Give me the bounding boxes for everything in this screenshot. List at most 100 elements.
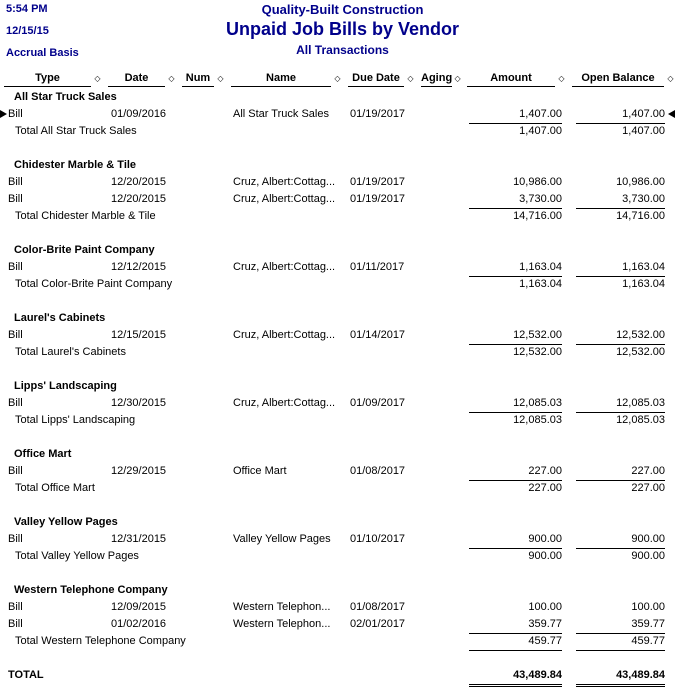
column-label-aging: Aging bbox=[421, 71, 453, 87]
cell-num bbox=[178, 327, 227, 345]
report-basis: Accrual Basis bbox=[6, 47, 79, 59]
row-trailing-space bbox=[677, 259, 685, 277]
vendor-name: Office Mart bbox=[14, 448, 72, 460]
row-trailing-space bbox=[677, 276, 685, 293]
cell-num bbox=[178, 174, 227, 191]
column-label-due-date: Due Date bbox=[348, 71, 404, 87]
total-amount: 1,163.04 bbox=[519, 278, 562, 290]
report-subtitle: All Transactions bbox=[296, 43, 389, 57]
bill-row[interactable]: Bill 01/02/2016 Western Telephon... 02/0… bbox=[0, 616, 685, 634]
total-label: Total Color-Brite Paint Company bbox=[15, 278, 173, 290]
total-open-balance: 14,716.00 bbox=[616, 210, 665, 222]
bill-row[interactable]: Bill 12/20/2015 Cruz, Albert:Cottag... 0… bbox=[0, 174, 685, 191]
cell-open-balance: 1,163.04 bbox=[576, 259, 665, 277]
column-resize-diamond-icon[interactable]: ◇ bbox=[454, 74, 461, 83]
report-title: Unpaid Job Bills by Vendor bbox=[225, 19, 460, 39]
grand-total-row: TOTAL 43,489.84 43,489.84 bbox=[0, 667, 685, 687]
bill-row[interactable]: Bill 12/20/2015 Cruz, Albert:Cottag... 0… bbox=[0, 191, 685, 209]
cell-name: Cruz, Albert:Cottag... bbox=[233, 176, 336, 188]
row-trailing-space bbox=[677, 599, 685, 616]
cell-type: Bill bbox=[8, 176, 23, 188]
cell-amount: 100.00 bbox=[528, 601, 562, 613]
cell-amount: 1,163.04 bbox=[469, 259, 562, 277]
cell-type: Bill bbox=[8, 329, 23, 341]
cell-type: Bill bbox=[8, 397, 23, 409]
bill-row[interactable]: Bill 12/30/2015 Cruz, Albert:Cottag... 0… bbox=[0, 395, 685, 413]
row-trailing-space bbox=[677, 106, 685, 124]
vendor-total-row: Total Valley Yellow Pages 900.00 900.00 bbox=[0, 548, 685, 565]
vendor-total-row: Total Laurel's Cabinets 12,532.00 12,532… bbox=[0, 344, 685, 361]
cell-due-date: 01/10/2017 bbox=[350, 533, 406, 545]
vendor-name: Color-Brite Paint Company bbox=[14, 244, 155, 256]
bill-row[interactable]: Bill 12/09/2015 Western Telephon... 01/0… bbox=[0, 599, 685, 616]
column-resize-diamond-icon[interactable]: ◇ bbox=[217, 74, 224, 83]
cell-amount: 3,730.00 bbox=[469, 191, 562, 209]
column-label-name: Name bbox=[231, 71, 331, 87]
cell-due-date: 01/11/2017 bbox=[350, 261, 405, 273]
vendor-total-row: Total Chidester Marble & Tile 14,716.00 … bbox=[0, 208, 685, 225]
column-resize-diamond-icon[interactable]: ◇ bbox=[94, 74, 101, 83]
cell-open-balance: 3,730.00 bbox=[576, 191, 665, 209]
row-trailing-space bbox=[677, 191, 685, 209]
vendor-total-row: Total Western Telephone Company 459.77 4… bbox=[0, 633, 685, 651]
cell-type: Bill bbox=[8, 465, 23, 477]
cell-num bbox=[178, 463, 227, 481]
cell-aging bbox=[417, 616, 463, 634]
cell-due-date: 01/09/2017 bbox=[350, 397, 406, 409]
total-label: Total Western Telephone Company bbox=[15, 635, 186, 647]
column-resize-diamond-icon[interactable]: ◇ bbox=[667, 74, 674, 83]
cell-due-date: 01/08/2017 bbox=[350, 465, 406, 477]
cell-aging bbox=[417, 106, 463, 124]
cell-type: Bill bbox=[8, 618, 23, 630]
bill-row[interactable]: Bill 01/09/2016 All Star Truck Sales 01/… bbox=[0, 106, 685, 124]
bill-row[interactable]: Bill 12/15/2015 Cruz, Albert:Cottag... 0… bbox=[0, 327, 685, 345]
cell-date: 12/09/2015 bbox=[111, 601, 167, 613]
total-amount: 227.00 bbox=[528, 482, 562, 494]
total-amount: 1,407.00 bbox=[519, 125, 562, 137]
grand-total-open-balance: 43,489.84 bbox=[576, 667, 665, 687]
row-trailing-space bbox=[677, 667, 685, 685]
cell-num bbox=[178, 599, 227, 616]
cell-date: 01/09/2016 bbox=[111, 108, 167, 120]
report-header: 5:54 PM 12/15/15 Accrual Basis Quality-B… bbox=[0, 0, 685, 66]
cell-name: Cruz, Albert:Cottag... bbox=[233, 329, 336, 341]
total-amount: 459.77 bbox=[469, 633, 562, 651]
header-trailing-space bbox=[677, 69, 685, 87]
bill-row[interactable]: Bill 12/31/2015 Valley Yellow Pages 01/1… bbox=[0, 531, 685, 549]
vendor-total-row: Total Office Mart 227.00 227.00 bbox=[0, 480, 685, 497]
bill-row[interactable]: Bill 12/12/2015 Cruz, Albert:Cottag... 0… bbox=[0, 259, 685, 277]
column-resize-diamond-icon[interactable]: ◇ bbox=[407, 74, 414, 83]
cell-aging bbox=[417, 327, 463, 345]
column-header-row: Type ◇ Date ◇ Num ◇ Name ◇ Due Date ◇ Ag… bbox=[0, 69, 685, 87]
cell-type: Bill bbox=[8, 261, 23, 273]
cell-date: 12/15/2015 bbox=[111, 329, 167, 341]
cell-amount: 1,407.00 bbox=[469, 106, 562, 124]
total-amount: 12,532.00 bbox=[513, 346, 562, 358]
cell-aging bbox=[417, 259, 463, 277]
total-label: Total Chidester Marble & Tile bbox=[15, 210, 156, 222]
column-header-due-date: Due Date ◇ bbox=[344, 69, 417, 87]
cell-num bbox=[178, 106, 227, 124]
column-header-num: Num ◇ bbox=[178, 69, 227, 87]
cell-due-date: 01/14/2017 bbox=[350, 329, 406, 341]
vendor-header-row: All Star Truck Sales bbox=[0, 89, 685, 106]
column-resize-diamond-icon[interactable]: ◇ bbox=[168, 74, 175, 83]
vendor-total-row: Total All Star Truck Sales 1,407.00 1,40… bbox=[0, 123, 685, 140]
cell-date: 12/30/2015 bbox=[111, 397, 167, 409]
column-label-num: Num bbox=[182, 71, 214, 87]
column-resize-diamond-icon[interactable]: ◇ bbox=[558, 74, 565, 83]
grand-total-amount: 43,489.84 bbox=[469, 667, 562, 687]
cell-open-balance: 359.77 bbox=[576, 616, 665, 634]
vendor-header-row: Valley Yellow Pages bbox=[0, 514, 685, 531]
column-resize-diamond-icon[interactable]: ◇ bbox=[334, 74, 341, 83]
total-open-balance: 900.00 bbox=[631, 550, 665, 562]
total-label: Total Lipps' Landscaping bbox=[15, 414, 136, 426]
cell-date: 01/02/2016 bbox=[111, 618, 167, 630]
bill-row[interactable]: Bill 12/29/2015 Office Mart 01/08/2017 2… bbox=[0, 463, 685, 481]
column-header-date: Date ◇ bbox=[104, 69, 178, 87]
cell-num bbox=[178, 616, 227, 634]
column-label-type: Type bbox=[4, 71, 91, 87]
cell-due-date: 01/08/2017 bbox=[350, 601, 406, 613]
cell-name: Valley Yellow Pages bbox=[233, 533, 331, 545]
